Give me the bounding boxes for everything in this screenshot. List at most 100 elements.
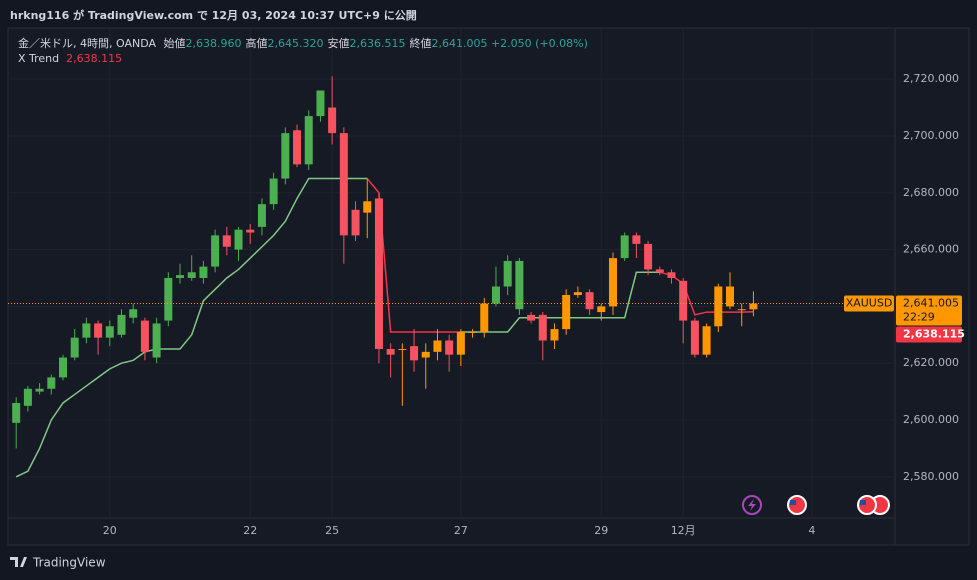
price-tag-text: 2,641.005 [903,297,959,310]
candle-body [538,314,547,341]
candle-body [702,326,711,355]
candle-body [655,269,664,273]
candle-body [679,280,688,321]
candle-body [445,340,454,355]
candle-body [690,320,699,355]
candle-body [328,107,337,134]
trend-tag [896,326,962,343]
candle-body [644,243,653,270]
candle-body [410,346,419,361]
candle-body [515,260,524,310]
candle-body [737,309,746,311]
candle-body [176,275,185,278]
symbol-tag-text: XAUUSD [846,297,893,310]
indicator-legend: X Trend 2,638.115 [18,52,122,65]
lightning-bolt [748,499,756,511]
ohlc-label: 終値 [409,37,432,50]
ohlc-values: 始値2,638.960 高値2,645.320 安値2,636.515 終値2,641… [160,37,488,50]
y-tick-label: 2,680.000 [903,186,959,199]
candle-body [47,377,56,389]
candle-body [573,292,582,296]
logo-mark [10,557,27,567]
candle-body [398,348,407,350]
ohlc-value: 2,645.320 [267,37,324,50]
x-tick-label: 22 [243,524,257,537]
indicator-name: X Trend [18,52,60,65]
ohlc-label: 高値 [245,37,268,50]
trend-line [15,177,368,478]
x-tick-label: 20 [103,524,117,537]
y-tick-label: 2,600.000 [903,413,959,426]
candle-body [12,402,21,423]
candle-body [211,235,220,267]
candle-body [620,235,629,259]
candle-body [293,130,302,165]
candle-body [491,286,500,304]
price-tag [896,295,962,326]
trend-line [460,271,660,333]
grid [8,28,895,518]
indicator-value: 2,638.115 [66,52,123,65]
candle-body [257,204,266,227]
ohlc-label: 始値 [163,37,186,50]
y-tick-label: 2,660.000 [903,243,959,256]
candle-body [234,229,243,250]
candle-body [562,295,571,330]
candle-body [187,272,196,278]
candle-body [199,266,208,278]
candle-body [550,329,559,341]
symbol-tag [844,295,894,312]
ohlc-label: 安値 [327,37,350,50]
candle-body [140,320,149,352]
ohlc-value: 2,636.515 [349,37,406,50]
candle-body [269,178,278,205]
candle-body [608,258,617,307]
candle-body [58,357,67,378]
candle-body [480,303,489,332]
x-tick-label: 12月 [671,524,696,537]
lightning-icon[interactable] [742,495,762,515]
candle-body [632,235,641,244]
x-tick-label: 27 [454,524,468,537]
event-icons [742,495,890,515]
candle-body [503,260,512,287]
candle-body [164,277,173,321]
candle-body [129,309,138,318]
candle-body [726,286,735,307]
candle-body [152,323,161,358]
candle-body [351,209,360,236]
candle-body [386,348,395,355]
x-tick-label: 4 [808,524,815,537]
ohlc-legend: 金／米ドル, 4時間, OANDA 始値2,638.960 高値2,645.320… [18,35,588,51]
y-tick-label: 2,580.000 [903,470,959,483]
x-tick-label: 25 [325,524,339,537]
candle-body [667,272,676,278]
y-tick-label: 2,620.000 [903,356,959,369]
candle-body [117,314,126,335]
candle-body [527,314,536,321]
candle-body [468,331,477,333]
countdown-text: 22:29 [903,311,935,324]
ohlc-value: 2,641.005 [431,37,488,50]
chart-frame [7,27,970,546]
candle-body [222,235,231,247]
candle-body [597,306,606,313]
brand-name: TradingView [32,556,106,570]
candle-body [70,337,79,358]
candle-body [94,323,103,338]
y-tick-label: 2,700.000 [903,129,959,142]
y-tick-label: 2,720.000 [903,72,959,85]
candle-body [363,201,372,213]
candle-body [246,229,255,233]
candle-body [23,388,32,406]
trend-tag-text: 2,638.115 [903,328,965,341]
ohlc-value: 2,638.960 [185,37,242,50]
symbol-line: 金／米ドル, 4時間, OANDA [18,37,157,50]
candle-body [456,331,465,355]
candle-body [433,340,442,352]
brand-logo: TradingView [10,556,106,570]
flag-canton [860,500,866,505]
candle-body [339,133,348,236]
